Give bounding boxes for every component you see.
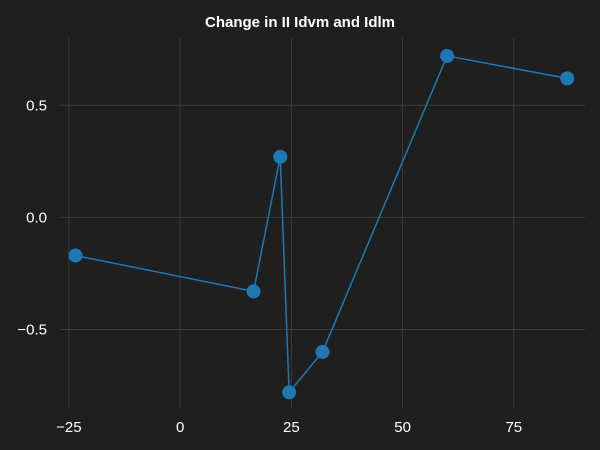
- series-line: [75, 55, 568, 395]
- data-point: [246, 284, 261, 299]
- grid-lines: [60, 38, 585, 408]
- y-tick-label: −0.5: [17, 322, 47, 339]
- x-tick-label: 0: [176, 419, 184, 436]
- x-tick-label: 25: [283, 419, 300, 436]
- data-point: [315, 344, 330, 359]
- data-point: [68, 248, 83, 263]
- data-point: [440, 48, 455, 63]
- chart-title: Change in II Idvm and Idlm: [204, 14, 396, 31]
- y-tick-label: 0.0: [26, 209, 47, 226]
- x-tick-label: 75: [505, 419, 522, 436]
- data-point: [273, 149, 288, 164]
- data-point: [282, 385, 297, 400]
- data-series: [68, 48, 575, 400]
- tick-labels: −25 0 25 50 75 −0.5 0.0 0.5: [17, 97, 522, 436]
- data-point: [560, 71, 575, 86]
- x-tick-label: −25: [56, 419, 81, 436]
- x-tick-label: 50: [394, 419, 411, 436]
- y-tick-label: 0.5: [26, 97, 47, 114]
